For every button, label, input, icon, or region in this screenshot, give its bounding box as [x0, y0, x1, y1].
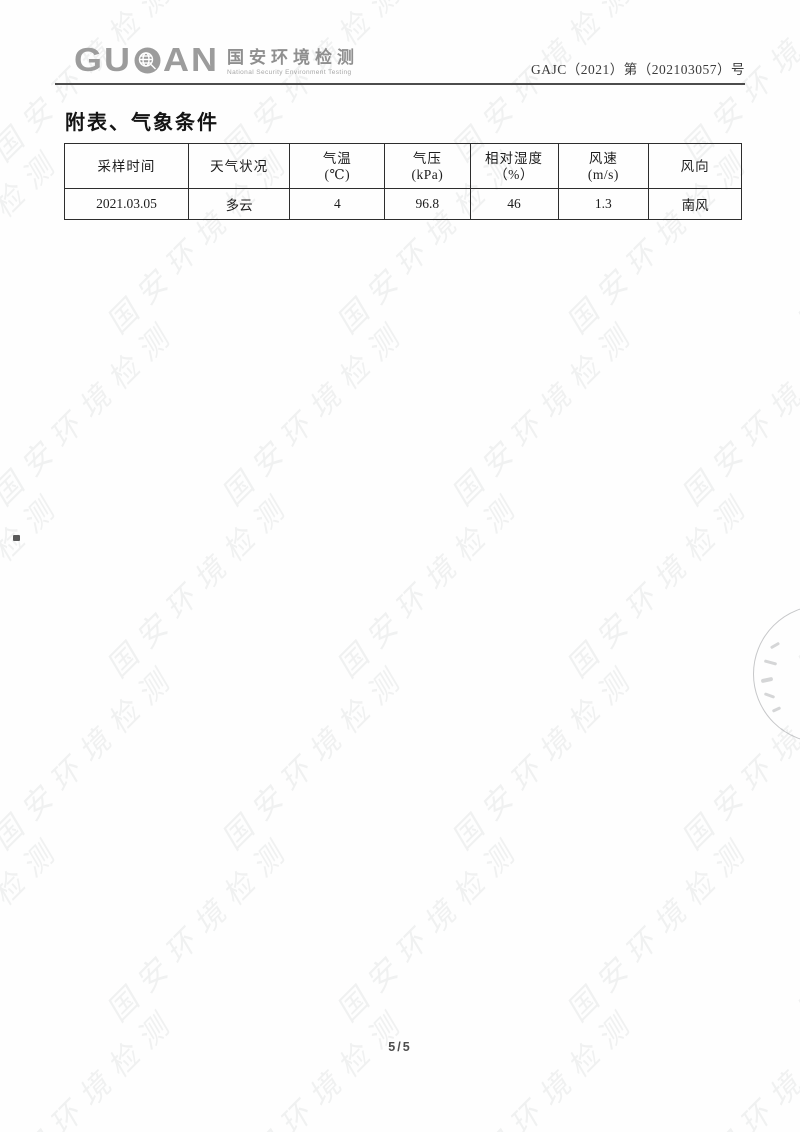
watermark-text: 国安环境检测	[560, 486, 759, 685]
column-header: 气温 (℃)	[289, 143, 386, 189]
logo-tagline-en: National Security Environment Testing	[227, 69, 352, 76]
stamp-mark	[769, 641, 781, 650]
column-unit: (m/s)	[587, 166, 619, 182]
watermark-text: 国安环境检测	[100, 830, 299, 1029]
stamp-mark	[763, 692, 776, 699]
stamp-mark	[760, 676, 774, 684]
column-label: 气温	[322, 150, 352, 166]
watermark-text: 国安环境检测	[445, 1002, 644, 1132]
scan-artifact-speck	[13, 535, 20, 541]
logo-brand-left: GU	[74, 40, 132, 79]
column-header: 风向	[648, 143, 742, 189]
watermark-text: 国安环境检测	[215, 658, 414, 857]
watermark-text: 国安环境检测	[675, 314, 800, 513]
table-cell: 2021.03.05	[64, 188, 189, 220]
watermark-text: 国安环境检测	[445, 314, 644, 513]
table-cell: 南风	[648, 188, 742, 220]
stamp-mark	[763, 659, 778, 666]
section-title: 附表、气象条件	[65, 112, 219, 134]
column-header: 采样时间	[64, 143, 189, 189]
column-label: 采样时间	[97, 158, 156, 174]
column-header: 气压 (kPa)	[384, 143, 471, 189]
column-unit: (℃)	[324, 166, 351, 182]
watermark-text: 国安环境检测	[0, 142, 69, 341]
watermark-text: 国安环境检测	[215, 1002, 414, 1132]
weather-table: 采样时间 天气状况 气温 (℃) 气压 (kPa) 相对湿度 （%） 风速 (m/s) 风向 202…	[64, 143, 742, 220]
column-header: 天气状况	[187, 143, 291, 189]
column-header: 相对湿度 （%）	[469, 143, 559, 189]
column-unit: （%）	[494, 166, 534, 182]
globe-magnifier-icon	[134, 47, 161, 74]
header-divider	[55, 83, 745, 85]
column-label: 风速	[588, 150, 618, 166]
page-number: 5/5	[388, 1040, 412, 1054]
watermark-text: 国安环境检测	[215, 314, 414, 513]
logo-brand-cn: 国安环境检测	[227, 48, 359, 67]
table-header-row: 采样时间 天气状况 气温 (℃) 气压 (kPa) 相对湿度 （%） 风速 (m/s) 风向	[64, 143, 742, 189]
table-body: 2021.03.05 多云 4 96.8 46 1.3 南风	[64, 188, 742, 220]
watermark-text: 国安环境检测	[0, 830, 69, 1029]
table-cell: 4	[289, 188, 386, 220]
watermark-text: 国安环境检测	[560, 830, 759, 1029]
table-cell: 多云	[187, 188, 291, 220]
table-cell: 1.3	[557, 188, 650, 220]
table-cell: 96.8	[384, 188, 471, 220]
watermark-text: 国安环境检测	[790, 142, 800, 341]
watermark-text: 国安环境检测	[330, 486, 529, 685]
column-label: 相对湿度	[485, 150, 543, 166]
watermark-text: 国安环境检测	[0, 486, 69, 685]
table-head: 采样时间 天气状况 气温 (℃) 气压 (kPa) 相对湿度 （%） 风速 (m/s) 风向	[64, 143, 742, 189]
column-unit: (kPa)	[411, 166, 444, 182]
column-label: 天气状况	[210, 158, 269, 174]
table-cell: 46	[469, 188, 559, 220]
weather-table-container: 采样时间 天气状况 气温 (℃) 气压 (kPa) 相对湿度 （%） 风速 (m/s) 风向 202…	[64, 143, 742, 220]
watermark-text: 国安环境检测	[675, 1002, 800, 1132]
circular-stamp	[753, 605, 800, 743]
column-label: 风向	[680, 158, 710, 174]
watermark-text: 国安环境检测	[0, 658, 184, 857]
stamp-mark	[771, 706, 782, 713]
watermark-text: 国安环境检测	[445, 658, 644, 857]
watermark-text: 国安环境检测	[790, 830, 800, 1029]
company-logo: GU AN 国安环境检测 National Security Environme…	[74, 40, 359, 79]
document-number: GAJC（2021）第（202103057）号	[530, 62, 745, 77]
watermark-text: 国安环境检测	[330, 830, 529, 1029]
column-label: 气压	[412, 150, 442, 166]
watermark-text: 国安环境检测	[0, 1002, 184, 1132]
column-header: 风速 (m/s)	[557, 143, 650, 189]
table-row: 2021.03.05 多云 4 96.8 46 1.3 南风	[64, 188, 742, 220]
logo-brand-right: AN	[163, 40, 219, 79]
logo-text-block: 国安环境检测 National Security Environment Tes…	[227, 44, 359, 76]
watermark-text: 国安环境检测	[100, 486, 299, 685]
watermark-text: 国安环境检测	[0, 314, 184, 513]
